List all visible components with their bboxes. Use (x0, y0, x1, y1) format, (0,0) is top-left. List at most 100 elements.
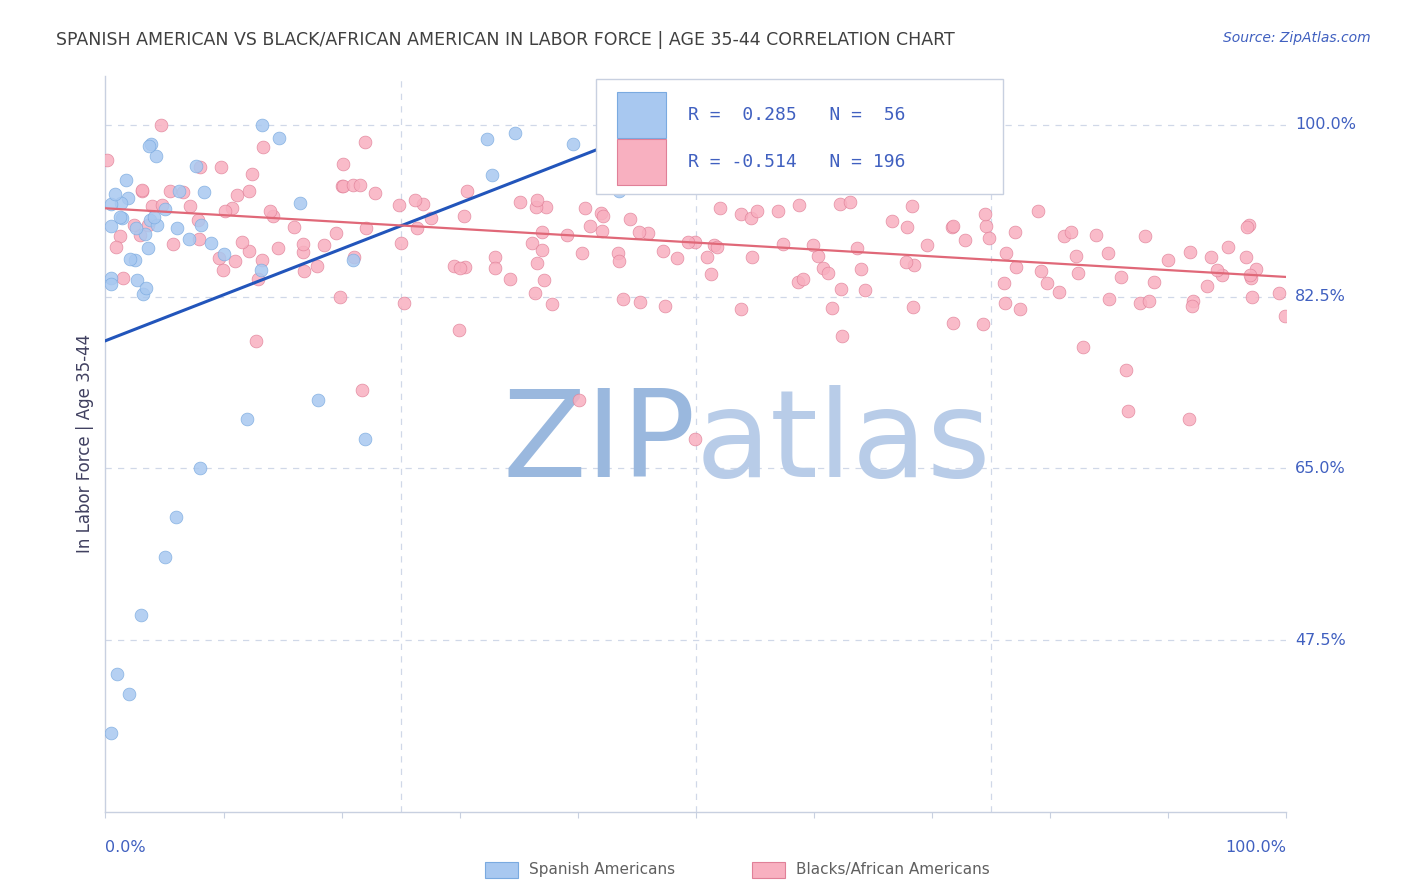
Point (332, 178, 354, 193)
Point (211, 263, 233, 277)
Point (349, 178, 371, 193)
Point (612, 292, 634, 306)
Point (388, 197, 411, 211)
Point (131, 182, 153, 196)
Point (792, 271, 814, 285)
Point (787, 198, 810, 212)
Point (574, 201, 596, 215)
Point (607, 246, 630, 260)
Point (534, 200, 557, 214)
Point (531, 244, 554, 258)
Point (240, 167, 263, 181)
Point (607, 184, 630, 198)
Point (1085, 227, 1108, 242)
Point (745, 203, 768, 218)
Point (1181, 299, 1204, 313)
Point (145, 149, 167, 163)
Point (700, 267, 723, 281)
Point (1240, 271, 1263, 285)
Point (654, 299, 676, 313)
Point (481, 168, 503, 182)
Text: atlas: atlas (696, 385, 991, 502)
Point (292, 264, 315, 278)
Point (117, 191, 139, 205)
Point (730, 207, 752, 221)
Point (1129, 296, 1152, 310)
Point (571, 246, 593, 260)
Point (136, 241, 159, 255)
Point (1071, 340, 1094, 354)
Point (259, 204, 281, 219)
Point (354, 432, 377, 446)
Text: SPANISH AMERICAN VS BLACK/AFRICAN AMERICAN IN LABOR FORCE | AGE 35-44 CORRELATIO: SPANISH AMERICAN VS BLACK/AFRICAN AMERIC… (56, 31, 955, 49)
Point (676, 235, 699, 250)
Point (404, 193, 426, 207)
Point (406, 220, 429, 235)
Point (246, 272, 269, 286)
Point (343, 250, 366, 264)
Text: 82.5%: 82.5% (1295, 289, 1346, 304)
Point (1241, 290, 1264, 304)
Point (290, 196, 312, 211)
Point (896, 255, 918, 269)
Point (972, 318, 994, 332)
Point (354, 221, 377, 235)
Point (132, 287, 155, 301)
Point (533, 273, 555, 287)
Point (706, 240, 728, 254)
Point (141, 199, 163, 213)
Point (325, 226, 347, 240)
Point (342, 178, 364, 192)
Point (644, 139, 666, 153)
Point (995, 245, 1018, 260)
Point (505, 127, 527, 141)
Point (412, 196, 434, 211)
Point (187, 213, 209, 227)
Point (1059, 225, 1081, 239)
Point (200, 235, 222, 250)
Point (110, 195, 132, 210)
Point (903, 258, 925, 272)
Point (628, 225, 651, 239)
Point (915, 238, 938, 252)
Point (1135, 228, 1157, 243)
Point (269, 131, 291, 145)
Point (221, 202, 243, 216)
Point (125, 273, 148, 287)
Point (880, 214, 903, 228)
Point (104, 186, 127, 201)
Point (896, 219, 918, 234)
Text: ZIP: ZIP (502, 385, 696, 502)
Point (1109, 270, 1132, 285)
Point (853, 283, 876, 297)
Point (100, 197, 122, 211)
Point (250, 118, 273, 132)
Point (830, 282, 852, 296)
Point (125, 221, 148, 235)
Point (165, 510, 187, 524)
Point (1047, 285, 1070, 299)
Point (1199, 250, 1222, 264)
Point (637, 226, 659, 240)
Point (1097, 245, 1119, 260)
Point (291, 236, 314, 251)
Point (979, 230, 1001, 244)
Point (329, 290, 352, 304)
Point (607, 254, 630, 268)
Point (1178, 412, 1201, 426)
Point (831, 328, 853, 343)
Point (953, 233, 976, 247)
Point (146, 219, 169, 233)
Point (1218, 240, 1240, 254)
Point (801, 238, 824, 252)
Point (628, 295, 651, 310)
Point (188, 161, 211, 175)
Text: 100.0%: 100.0% (1226, 839, 1286, 855)
Point (1036, 276, 1059, 290)
Point (138, 139, 160, 153)
Point (1115, 363, 1137, 377)
Point (139, 136, 162, 151)
Point (96, 153, 118, 168)
Y-axis label: In Labor Force | Age 35-44: In Labor Force | Age 35-44 (76, 334, 94, 553)
Point (1053, 228, 1076, 243)
